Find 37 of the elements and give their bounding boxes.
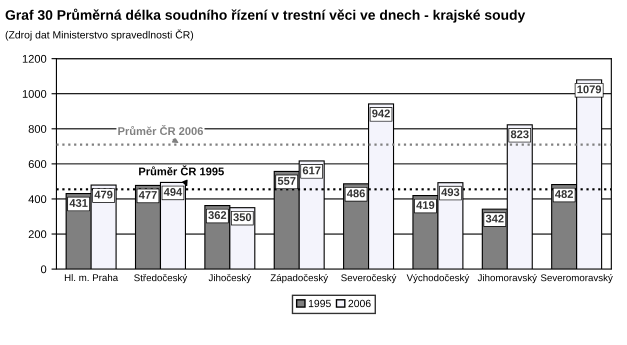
y-tick-label: 800 — [28, 125, 46, 133]
data-label: 486 — [346, 189, 365, 198]
data-label: 431 — [70, 199, 88, 207]
legend-label: 2006 — [348, 300, 371, 308]
data-label: 823 — [510, 130, 529, 138]
x-tick-label: Hl. m. Praha — [64, 274, 118, 282]
data-label: 557 — [278, 177, 296, 185]
y-tick-label: 400 — [28, 195, 46, 204]
x-tick-label: Středočeský — [134, 274, 188, 284]
data-label: 494 — [164, 188, 182, 196]
data-label: 942 — [372, 109, 390, 118]
data-label: 419 — [416, 201, 434, 210]
x-tick-label: Severomoravský — [540, 274, 613, 284]
data-label: 477 — [138, 191, 157, 199]
ref-line-label: Průměr ČR 1995 — [139, 165, 224, 176]
x-tick-label: Jihomoravský — [478, 274, 537, 284]
chart-title: Graf 30 Průměrná délka soudního řízení v trestní věci ve dnech - krajské soudy — [6, 8, 526, 23]
data-label: 482 — [555, 190, 573, 198]
data-label: 1079 — [577, 85, 602, 94]
chart-subtitle: (Zdroj dat Ministerstvo spravedlnosti ČR) — [6, 29, 194, 41]
data-label: 479 — [94, 190, 112, 199]
data-label: 342 — [486, 214, 504, 223]
data-label: 493 — [441, 188, 460, 196]
x-tick-label: Východočeský — [406, 274, 470, 284]
legend-label: 1995 — [308, 300, 331, 308]
y-tick-label: 1200 — [22, 54, 46, 63]
y-tick-label: 600 — [28, 160, 46, 168]
ref-line-label: Průměr ČR 2006 — [118, 124, 203, 136]
x-tick-label: Západočeský — [270, 274, 328, 284]
y-tick-label: 1000 — [22, 90, 46, 98]
x-tick-label: Severočeský — [341, 274, 396, 284]
data-label: 617 — [302, 166, 320, 174]
data-label: 362 — [208, 211, 226, 220]
y-tick-label: 0 — [40, 265, 46, 274]
data-label: 350 — [233, 213, 252, 222]
x-tick-label: Jihočeský — [208, 274, 252, 284]
y-tick-label: 200 — [28, 230, 46, 238]
